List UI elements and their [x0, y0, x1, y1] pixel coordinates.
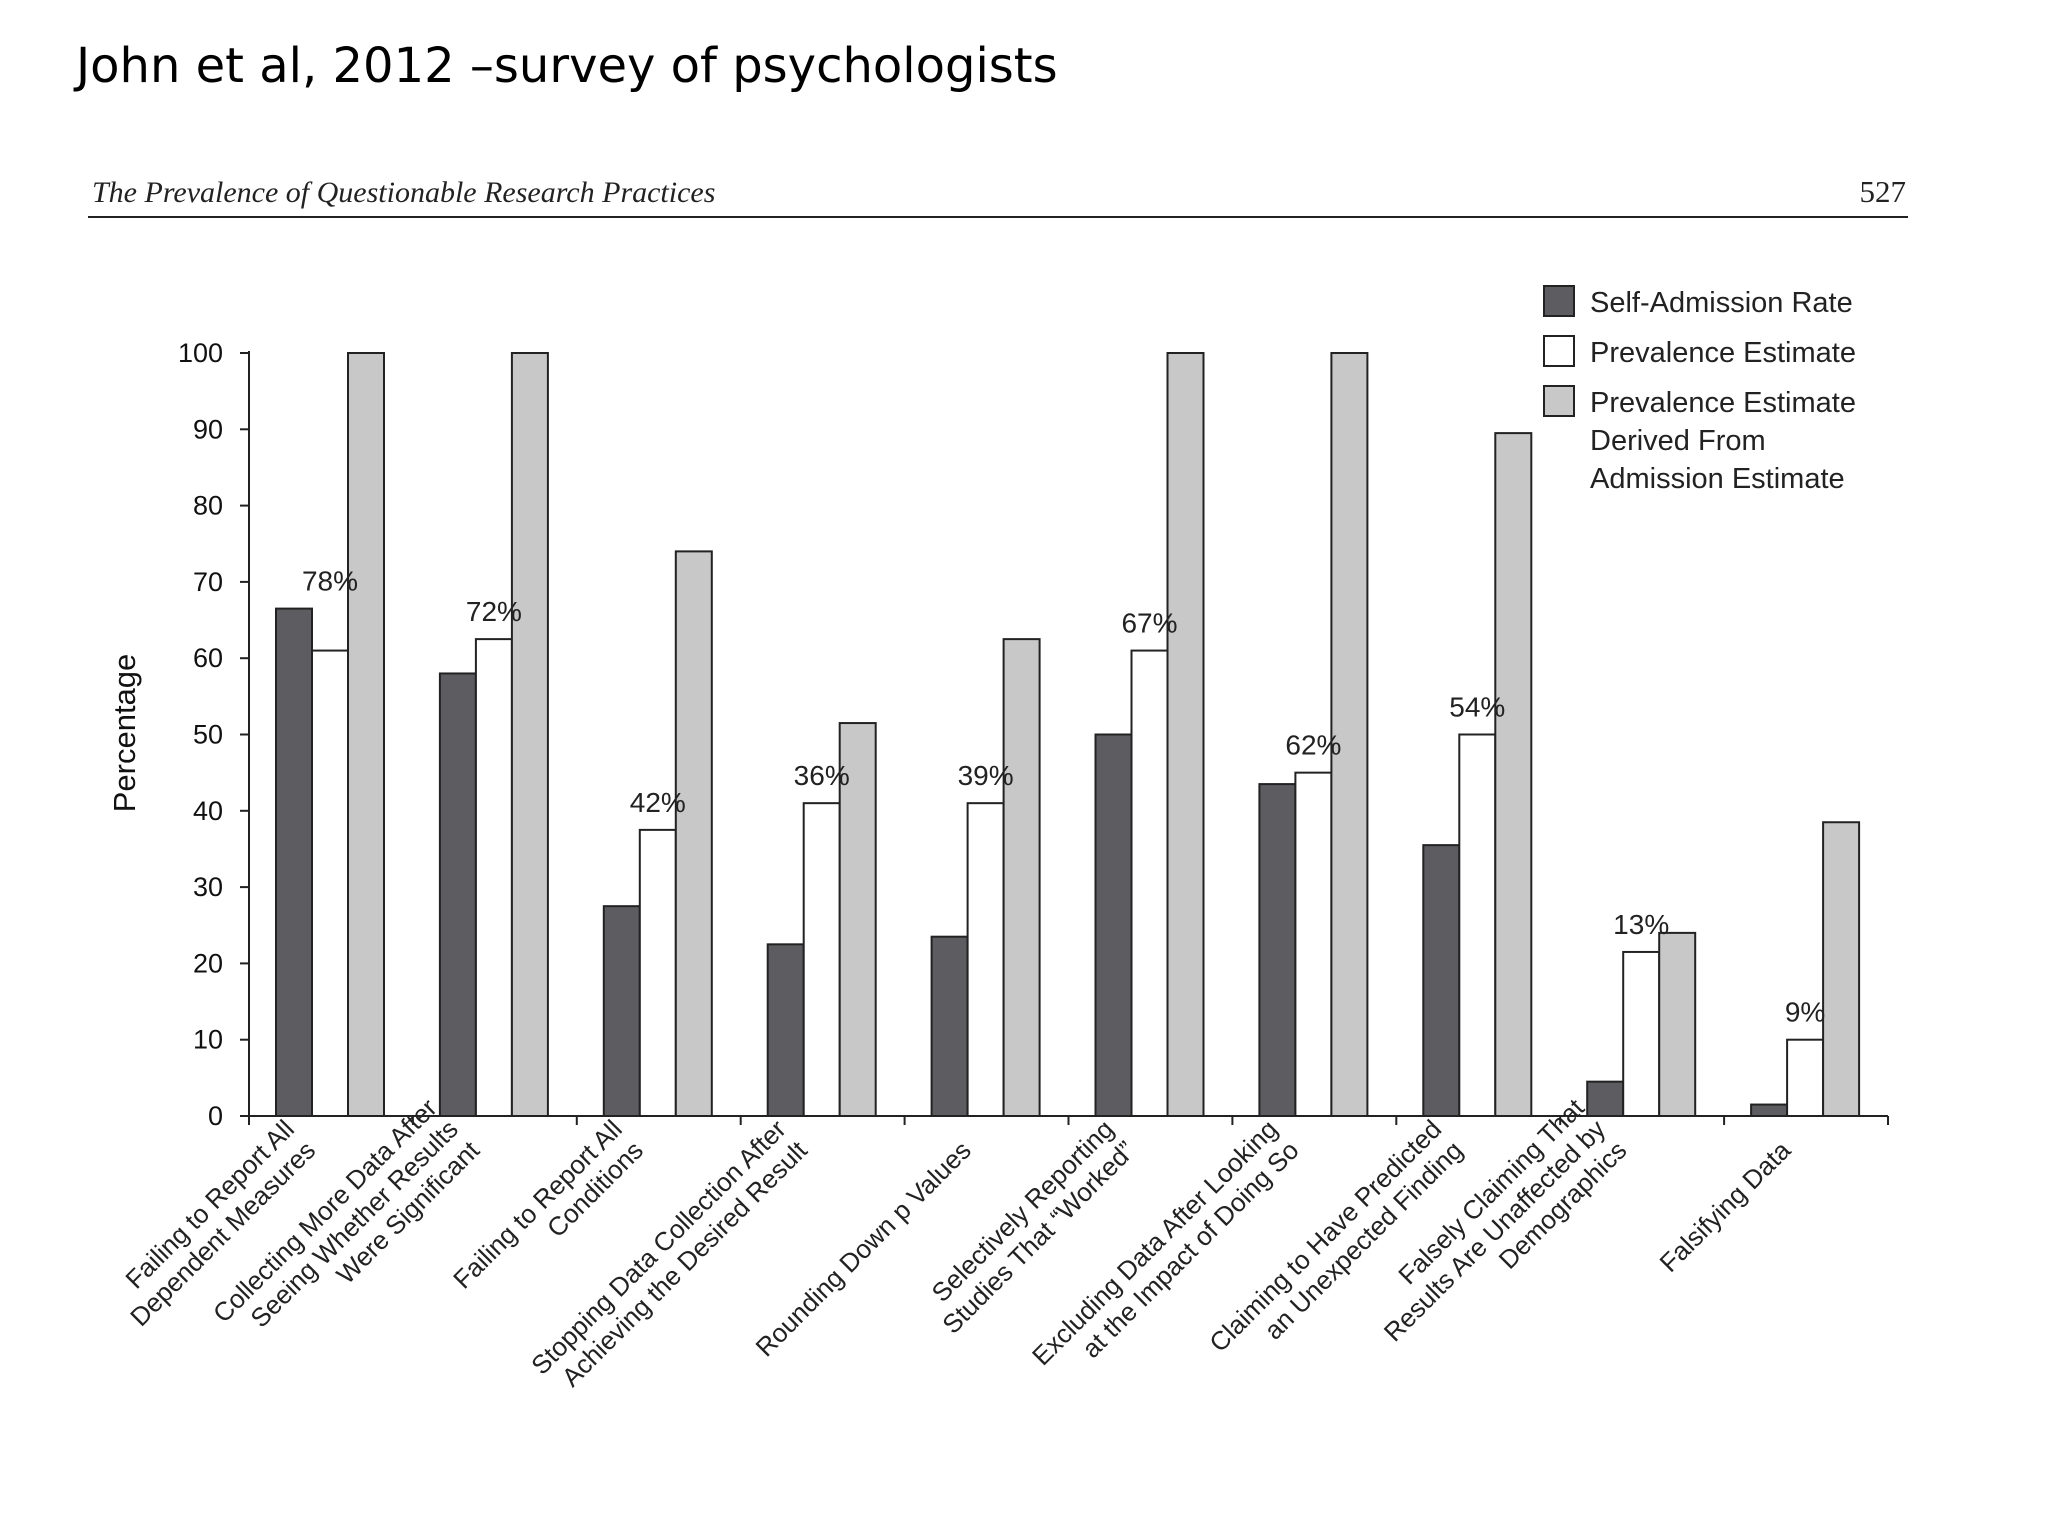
legend-label: Prevalence Estimate	[1590, 387, 1856, 419]
legend: Self-Admission Rate Prevalence Estimate Pr…	[1543, 285, 1856, 495]
bar-self-admission	[602, 905, 641, 1117]
legend-label: Admission Estimate	[1590, 463, 1845, 495]
slide-title: John et al, 2012 –survey of psychologist…	[76, 38, 1058, 94]
legend-label: Prevalence Estimate	[1590, 337, 1856, 369]
bar-self-admission	[930, 935, 969, 1117]
y-tick-label: 30	[193, 872, 223, 902]
bar-derived-estimate	[1330, 352, 1369, 1117]
legend-label: Self-Admission Rate	[1590, 287, 1853, 319]
data-label: 78%	[302, 566, 358, 597]
data-label: 39%	[958, 760, 1014, 791]
bar-derived-estimate	[1658, 931, 1697, 1117]
bar-self-admission	[1586, 1080, 1625, 1118]
y-tick-label: 80	[193, 491, 223, 521]
bar-derived-estimate	[838, 722, 877, 1117]
bar-prevalence-estimate	[311, 649, 349, 1117]
bar-self-admission	[1750, 1103, 1789, 1118]
bar-self-admission	[1258, 783, 1297, 1117]
bar-derived-estimate	[674, 550, 713, 1117]
bar-prevalence-estimate	[1786, 1038, 1825, 1117]
bar-prevalence-estimate	[1130, 649, 1169, 1117]
legend-label: Derived From	[1590, 425, 1766, 457]
data-label: 67%	[1121, 608, 1177, 639]
bar-derived-estimate	[1166, 352, 1205, 1117]
legend-swatch	[1543, 285, 1575, 317]
y-tick-label: 0	[208, 1101, 223, 1131]
y-tick-label: 10	[193, 1025, 223, 1055]
bar-derived-estimate	[510, 352, 549, 1117]
bar-derived-estimate	[1494, 432, 1533, 1117]
y-tick-label: 70	[193, 567, 223, 597]
y-axis-label: Percentage	[107, 654, 142, 813]
bar-derived-estimate	[1822, 821, 1861, 1117]
bar-self-admission	[275, 607, 313, 1117]
y-tick-label: 100	[178, 338, 223, 368]
data-label: 36%	[794, 760, 850, 791]
bar-prevalence-estimate	[638, 828, 677, 1117]
legend-swatch	[1543, 385, 1575, 417]
data-label: 72%	[466, 596, 522, 627]
data-label: 13%	[1613, 909, 1669, 940]
y-tick-label: 90	[193, 414, 223, 444]
x-category-label: Collecting More Data AfterSeeing Whether…	[207, 1092, 486, 1371]
data-label: 54%	[1449, 692, 1505, 723]
x-category-label: Falsely Claiming ThatResults Are Unaffec…	[1357, 1092, 1633, 1368]
y-tick-label: 60	[193, 643, 223, 673]
bar-self-admission	[1422, 844, 1461, 1117]
bar-self-admission	[766, 943, 805, 1118]
bar-prevalence-estimate	[802, 802, 841, 1117]
bar-derived-estimate	[1002, 638, 1041, 1117]
y-tick-label: 20	[193, 948, 223, 978]
bar-prevalence-estimate	[1458, 733, 1497, 1117]
figure-running-title: The Prevalence of Questionable Research …	[92, 176, 715, 209]
bar-self-admission	[438, 672, 477, 1118]
data-label: 62%	[1285, 730, 1341, 761]
bar-prevalence-estimate	[1294, 771, 1333, 1118]
bar-prevalence-estimate	[474, 638, 513, 1117]
data-label: 42%	[630, 787, 686, 818]
x-category-label: Falsifying Data	[1653, 1135, 1796, 1278]
legend-swatch	[1543, 335, 1575, 367]
y-tick-label: 40	[193, 796, 223, 826]
figure-page-number: 527	[1860, 174, 1907, 209]
x-category-label-line: Falsifying Data	[1653, 1135, 1796, 1278]
bar-self-admission	[1094, 733, 1133, 1117]
bar-prevalence-estimate	[966, 802, 1005, 1117]
bar-derived-estimate	[347, 352, 385, 1117]
y-tick-label: 50	[193, 720, 223, 750]
data-label: 9%	[1785, 997, 1825, 1028]
bar-prevalence-estimate	[1622, 950, 1661, 1118]
